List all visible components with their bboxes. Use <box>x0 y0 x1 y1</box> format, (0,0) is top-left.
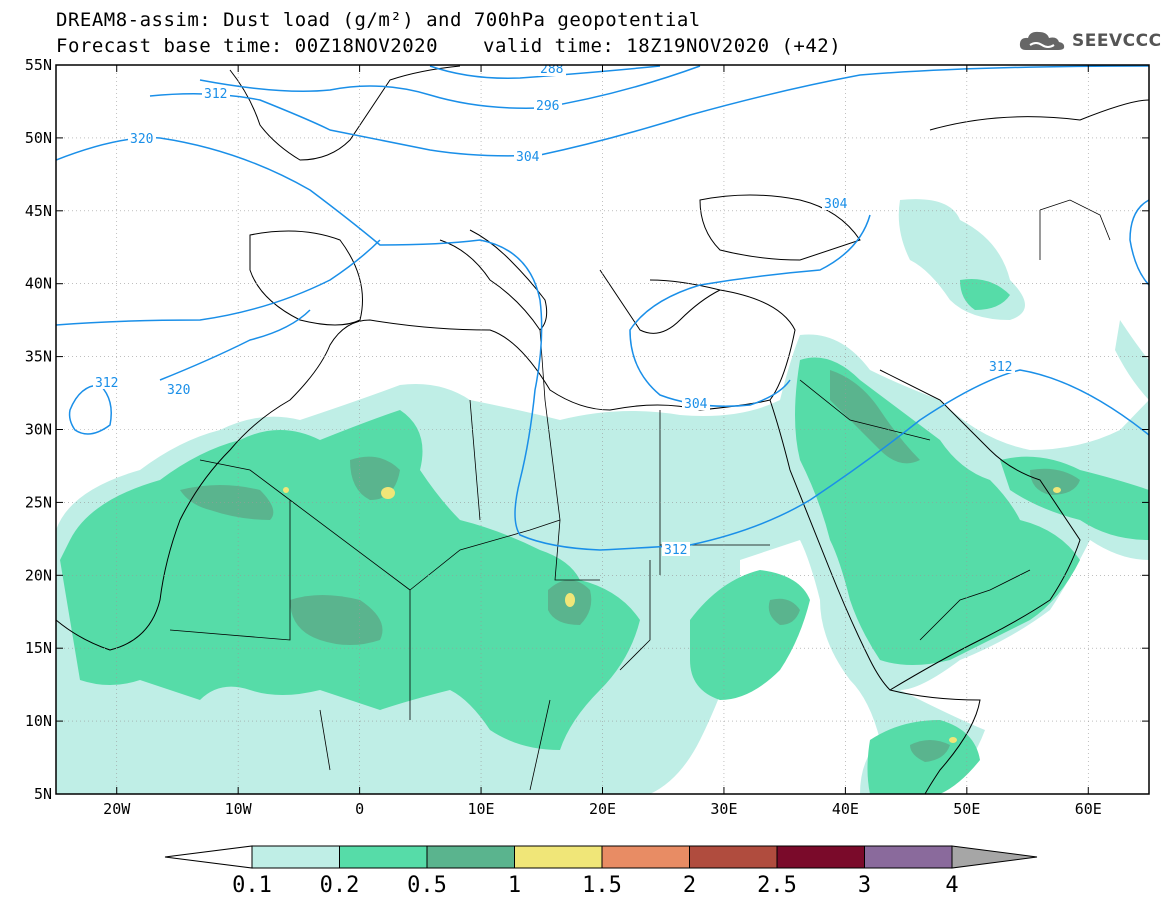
dust-layer-1 <box>283 487 1061 743</box>
map-title: DREAM8-assim: Dust load (g/m²) and 700hP… <box>56 9 701 31</box>
lat-label: 5N <box>34 785 52 803</box>
lon-label: 60E <box>1075 800 1102 818</box>
colorbar-label: 0.1 <box>232 873 272 898</box>
coastlines <box>56 65 1149 794</box>
lat-label: 25N <box>25 493 52 511</box>
contour-label-312-b: 312 <box>95 376 118 391</box>
lat-label: 55N <box>25 56 52 74</box>
colorbar-label: 1.5 <box>582 873 622 898</box>
lon-label: 40E <box>832 800 859 818</box>
colorbar-label: 2.5 <box>757 873 797 898</box>
colorbar-label: 2 <box>683 873 696 898</box>
lat-label: 30N <box>25 421 52 439</box>
lat-label: 50N <box>25 129 52 147</box>
colorbar-swatch <box>689 845 778 869</box>
latitude-labels: 55N 50N 45N 40N 35N 30N 25N 20N 15N 10N 5N <box>25 56 52 803</box>
logo-text: SEEVCCC <box>1072 31 1162 51</box>
lat-label: 40N <box>25 275 52 293</box>
lon-label: 10W <box>225 800 253 818</box>
contour-label-312-c: 312 <box>664 543 687 558</box>
forecast-base-time: Forecast base time: 00Z18NOV2020 <box>56 35 439 57</box>
colorbar-under-arrow <box>164 845 253 869</box>
colorbar-swatch <box>601 845 690 869</box>
lon-label: 20E <box>589 800 616 818</box>
colorbar-label: 0.2 <box>320 873 360 898</box>
colorbar-over-arrow <box>951 845 1038 869</box>
lon-label: 10E <box>468 800 495 818</box>
contour-label-296: 296 <box>536 99 559 114</box>
lon-label: 50E <box>953 800 980 818</box>
colorbar-label: 3 <box>858 873 871 898</box>
axis-ticks <box>56 64 1149 795</box>
seevccc-logo: SEEVCCC <box>1018 28 1162 54</box>
contour-label-320-a: 320 <box>130 132 153 147</box>
lon-label: 0 <box>355 800 364 818</box>
lat-label: 35N <box>25 348 52 366</box>
colorbar-label: 1 <box>508 873 521 898</box>
lat-label: 15N <box>25 639 52 657</box>
valid-time: valid time: 18Z19NOV2020 (+42) <box>483 35 842 57</box>
colorbar-label: 0.5 <box>407 873 447 898</box>
colorbar-labels: 0.1 0.2 0.5 1 1.5 2 2.5 3 4 <box>232 873 959 898</box>
contour-label-304-b: 304 <box>824 197 848 212</box>
lon-label: 30E <box>710 800 737 818</box>
lat-label: 20N <box>25 566 52 584</box>
contour-label-312-d: 312 <box>989 360 1012 375</box>
colorbar <box>164 845 1038 869</box>
colorbar-swatch <box>776 845 865 869</box>
lat-label: 45N <box>25 202 52 220</box>
cloud-logo-icon <box>1019 31 1065 50</box>
lon-label: 20W <box>103 800 131 818</box>
longitude-labels: 20W 10W 0 10E 20E 30E 40E 50E 60E <box>103 800 1102 818</box>
lat-label: 10N <box>25 712 52 730</box>
colorbar-swatch <box>864 845 953 869</box>
contour-labels: 288 296 304 304 304 312 312 312 312 320 … <box>93 62 1015 558</box>
dust-layer-0.5 <box>180 370 1080 762</box>
colorbar-swatch <box>514 845 603 869</box>
colorbar-swatch <box>339 845 428 869</box>
contour-label-312-a: 312 <box>204 87 227 102</box>
contour-label-304-c: 304 <box>684 397 708 412</box>
colorbar-swatch <box>251 845 340 869</box>
graticule <box>56 65 1149 794</box>
colorbar-swatch <box>426 845 515 869</box>
contour-label-304-a: 304 <box>516 150 540 165</box>
contour-label-288: 288 <box>540 62 563 77</box>
colorbar-label: 4 <box>945 873 958 898</box>
contour-label-320-b: 320 <box>167 383 190 398</box>
